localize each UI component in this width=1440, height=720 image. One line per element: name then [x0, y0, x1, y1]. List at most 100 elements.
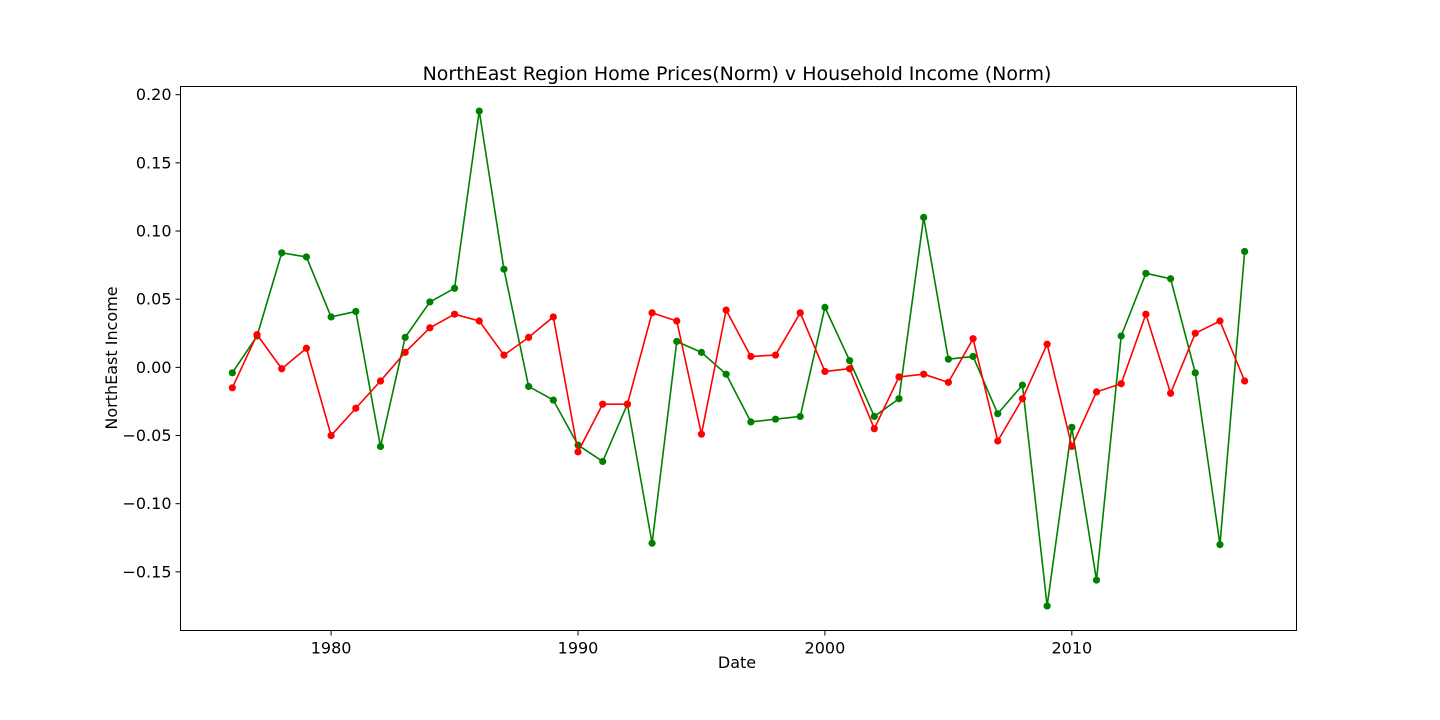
- series-1-line: [231, 110, 1246, 607]
- series-1-point: [327, 313, 335, 321]
- series-2-point: [401, 348, 409, 356]
- series-1-point: [969, 352, 977, 361]
- series-1-point: [747, 418, 755, 426]
- series-1-point: [1018, 381, 1027, 389]
- y-tick-label: −0.15: [122, 562, 171, 581]
- series-2-point: [228, 384, 236, 392]
- series-1-point: [1241, 247, 1249, 256]
- series-1-point: [673, 337, 681, 346]
- series-1-point: [1068, 423, 1076, 431]
- series-2-point: [352, 404, 360, 412]
- series-1-point: [796, 412, 804, 421]
- series-1-point: [475, 107, 483, 115]
- series-2-point: [327, 431, 335, 440]
- series-2-point: [549, 313, 557, 321]
- series-2-point: [648, 309, 656, 317]
- series-2-point: [697, 430, 706, 438]
- series-2-point: [1191, 329, 1199, 337]
- series-1-point: [376, 442, 385, 451]
- series-1-point: [648, 539, 656, 547]
- series-2-point: [846, 365, 854, 373]
- series-1-point: [1117, 332, 1125, 340]
- series-2-point: [500, 351, 508, 359]
- series-2-point: [1068, 442, 1076, 451]
- series-1-point: [426, 298, 434, 306]
- series-1-point: [278, 249, 286, 257]
- series-2-point: [722, 306, 730, 314]
- series-1-point: [846, 356, 854, 365]
- series-2-point: [302, 344, 311, 352]
- plot-frame: [180, 86, 1297, 631]
- series-1-point: [1191, 369, 1199, 377]
- x-tick-label: 1990: [558, 639, 599, 658]
- series-2-point: [796, 309, 804, 317]
- series-2-point: [821, 367, 829, 376]
- series-2-point: [771, 351, 780, 359]
- y-tick-label: 0.20: [136, 85, 172, 104]
- series-2-point: [253, 331, 261, 339]
- series-1-point: [228, 369, 236, 377]
- series-2: [228, 306, 1249, 456]
- x-tick-label: 2010: [1051, 639, 1092, 658]
- series-2-point: [574, 448, 582, 456]
- series-1-point: [525, 382, 533, 391]
- series-2-point: [450, 310, 459, 318]
- x-tick-label: 1980: [311, 639, 352, 658]
- series-2-point: [969, 335, 977, 343]
- series-1-point: [994, 410, 1002, 418]
- y-tick-label: 0.15: [136, 153, 172, 172]
- series-1-point: [895, 395, 903, 403]
- series-2-point: [426, 324, 434, 332]
- y-tick-label: 0.10: [136, 222, 172, 241]
- series-2-point: [895, 373, 903, 381]
- series-1-point: [352, 307, 360, 316]
- series-1-point: [500, 265, 508, 273]
- x-axis: 1980 1990 2000 2010: [311, 630, 1092, 658]
- y-tick-label: 0.00: [136, 358, 172, 377]
- series-1-point: [821, 303, 829, 311]
- series-2-point: [1117, 380, 1125, 388]
- series-2-point: [747, 352, 755, 361]
- series-1-point: [302, 253, 311, 261]
- plot-area: [228, 107, 1249, 610]
- x-tick-label: 2000: [805, 639, 846, 658]
- series-2-point: [475, 317, 483, 325]
- y-tick-label: 0.05: [136, 290, 172, 309]
- series-2-point: [994, 437, 1002, 445]
- series-2-line: [231, 309, 1246, 453]
- series-2-point: [870, 425, 878, 433]
- series-1-point: [599, 457, 607, 466]
- series-2-point: [278, 365, 286, 373]
- series-1-point: [920, 213, 928, 221]
- series-2-point: [1166, 389, 1175, 397]
- series-1: [228, 107, 1249, 610]
- series-1-point: [1216, 541, 1224, 549]
- series-1-point: [722, 370, 730, 378]
- series-1-point: [1092, 576, 1101, 584]
- series-1-point: [697, 348, 706, 356]
- series-2-point: [376, 377, 385, 385]
- series-2-point: [1043, 340, 1051, 348]
- series-2-point: [1092, 388, 1101, 396]
- series-2-point: [920, 370, 928, 378]
- series-2-point: [1142, 310, 1150, 318]
- series-2-point: [1241, 377, 1249, 385]
- series-2-point: [1018, 395, 1027, 403]
- series-1-point: [870, 412, 878, 421]
- y-tick-label: −0.10: [122, 494, 171, 513]
- series-1-point: [450, 284, 459, 292]
- series-2-point: [599, 400, 607, 408]
- series-1-point: [1142, 269, 1150, 277]
- series-2-point: [673, 317, 681, 325]
- series-2-point: [944, 378, 952, 386]
- y-tick-label: −0.05: [122, 426, 171, 445]
- series-2-point: [1216, 317, 1224, 325]
- series-1-point: [1043, 602, 1051, 610]
- series-2-point: [525, 333, 533, 341]
- y-axis-label: NorthEast Income: [102, 286, 121, 429]
- series-2-point: [623, 400, 631, 408]
- series-1-point: [771, 415, 780, 423]
- series-1-point: [401, 333, 409, 341]
